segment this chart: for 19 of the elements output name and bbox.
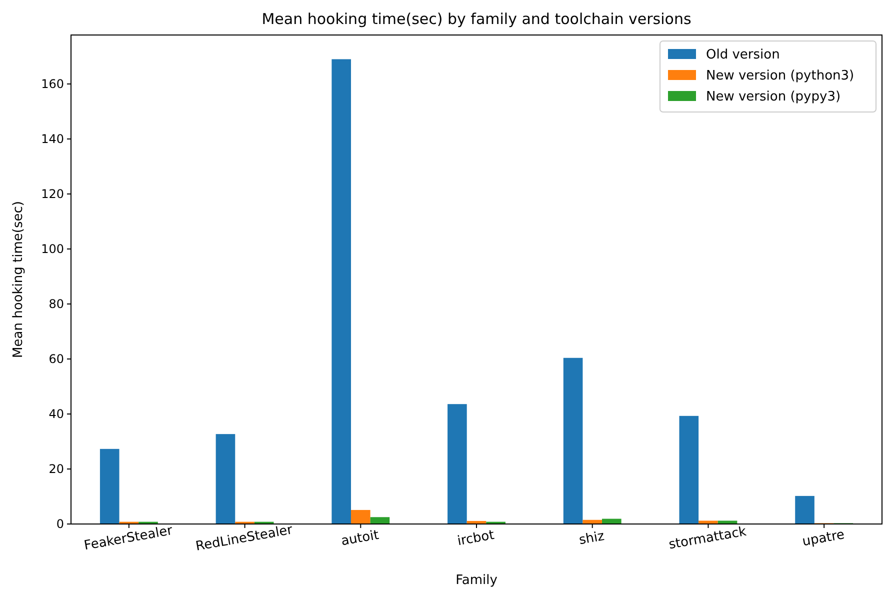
y-tick-label: 100	[41, 242, 64, 256]
legend-label: New version (python3)	[706, 68, 854, 84]
y-axis-title: Mean hooking time(sec)	[11, 201, 26, 358]
y-tick-label: 160	[41, 77, 64, 92]
y-tick-label: 0	[56, 517, 64, 532]
x-tick-label: shiz	[578, 528, 606, 548]
x-tick-label: ircbot	[456, 528, 496, 550]
y-tick-label: 120	[41, 187, 64, 202]
x-axis-title: Family	[456, 573, 498, 588]
legend-label: Old version	[706, 48, 780, 63]
chart-title: Mean hooking time(sec) by family and toolchain versions	[262, 10, 692, 28]
y-tick-label: 40	[48, 407, 64, 422]
y-tick-label: 80	[48, 297, 64, 312]
y-tick-label: 140	[41, 132, 64, 146]
x-tick-label: autoit	[340, 528, 380, 550]
x-tick-label: upatre	[801, 527, 846, 550]
legend-label: New version (pypy3)	[706, 90, 841, 105]
y-tick-label: 20	[48, 462, 64, 476]
y-tick-label: 60	[48, 352, 64, 366]
